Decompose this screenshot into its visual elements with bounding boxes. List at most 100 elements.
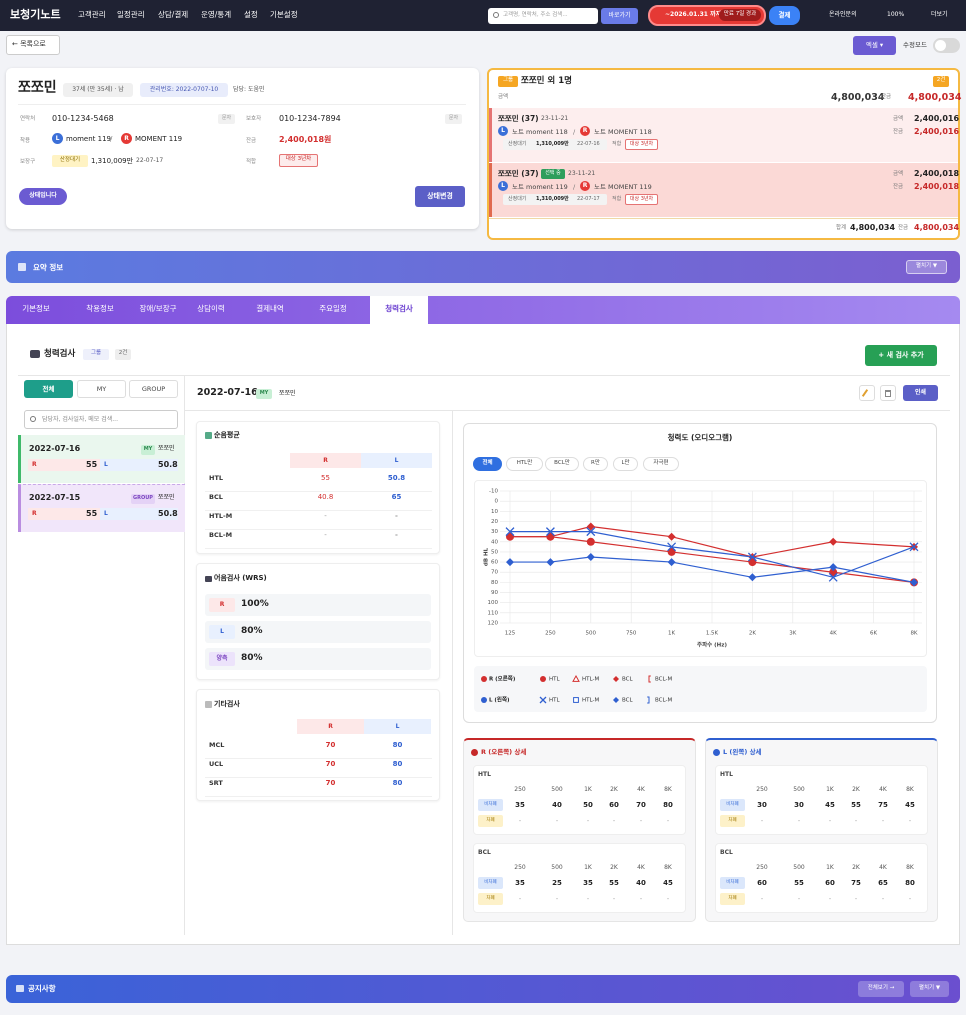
member-subsidy-amount: 1,310,009만 (536, 141, 569, 147)
nav-item[interactable]: 운영/통계 (201, 10, 232, 19)
notice-toggle-label: 펼치기 ▼ (918, 985, 941, 991)
edit-button[interactable] (859, 385, 875, 401)
detail-block (473, 843, 686, 913)
member-date: 23-11-21 (541, 115, 569, 122)
audiogram-filter[interactable] (583, 457, 608, 471)
go-button[interactable] (601, 8, 638, 24)
back-button[interactable] (6, 35, 60, 55)
cell-r: 70 (325, 741, 336, 749)
detail-cell: - (854, 817, 858, 825)
filter-label: MY (96, 385, 107, 393)
field-label: 착용 (20, 138, 31, 144)
summary-bar[interactable] (6, 251, 960, 283)
field-label: 금액 (498, 94, 509, 100)
notice-toggle[interactable] (910, 981, 949, 997)
record-name: 쪼쪼민 (158, 494, 175, 501)
record-l (100, 508, 178, 520)
detail-col: 250 (514, 786, 526, 793)
detail-cell: - (666, 895, 670, 903)
detail-row-pill (720, 799, 745, 811)
tab[interactable]: 주요일정 (319, 304, 347, 313)
search-icon (493, 12, 499, 18)
excel-button-label: 엑셀 ▾ (865, 41, 884, 49)
nav-item[interactable]: 기본설정 (270, 10, 298, 19)
filter-button[interactable] (24, 380, 73, 398)
audiogram-filter[interactable] (545, 457, 579, 471)
header-link[interactable]: 더보기 (931, 11, 948, 18)
filter-button[interactable] (77, 380, 126, 398)
search-box[interactable] (488, 8, 598, 24)
col-head-label: R (323, 457, 328, 464)
audiogram-filter[interactable] (506, 457, 543, 471)
detail-col: 4K (637, 786, 645, 793)
member-subsidy-status: 산정대기 (508, 196, 527, 202)
detail-block-name: BCL (720, 849, 733, 856)
record-scope (141, 445, 155, 455)
header-link[interactable]: 100% (887, 11, 905, 18)
field-label: 보장구 (20, 159, 36, 165)
pay-button[interactable] (769, 6, 800, 25)
detail-cell: - (586, 895, 590, 903)
print-button[interactable] (903, 385, 938, 401)
header-link[interactable]: 온라인문의 (829, 11, 857, 18)
record-search[interactable] (24, 410, 178, 429)
change-button[interactable] (415, 186, 465, 207)
tab[interactable]: 상담이력 (197, 304, 225, 313)
card-title: 기타검사 (214, 700, 240, 708)
divider (489, 218, 958, 219)
tab[interactable]: 기본정보 (22, 304, 50, 313)
audiogram-filter[interactable] (643, 457, 679, 471)
group-member[interactable] (489, 108, 958, 162)
detail-block-name: BCL (478, 849, 491, 856)
side-badge (498, 126, 508, 136)
group-title: 쪼쪼민 외 1명 (521, 76, 572, 86)
tab[interactable]: 결제내역 (256, 304, 284, 313)
audiogram-filter[interactable] (473, 457, 502, 471)
card-icon (205, 576, 212, 582)
scope-label: 그룹 (90, 350, 102, 356)
wrs-pill (209, 598, 235, 612)
divider (18, 104, 466, 105)
wrs-label: 양측 (216, 655, 228, 662)
nav-item[interactable]: 고객관리 (78, 10, 106, 19)
detail-cell: - (881, 817, 885, 825)
nav-item[interactable]: 설정 (244, 10, 258, 19)
row-label: BCL (209, 493, 223, 501)
delete-icon (885, 390, 891, 397)
group-balance: 4,800,034 (908, 92, 962, 103)
tab[interactable]: 착용정보 (86, 304, 114, 313)
side-badge (52, 133, 63, 144)
record-scope (131, 494, 155, 504)
logo[interactable]: 보청기노트 (10, 8, 61, 21)
detail-cell: 65 (878, 879, 888, 887)
group-member[interactable] (489, 163, 958, 217)
row-label: MCL (209, 741, 225, 749)
detail-cell: 80 (905, 879, 915, 887)
nav-item[interactable]: 일정관리 (117, 10, 145, 19)
summary-toggle[interactable] (906, 260, 947, 274)
sms-button[interactable] (218, 114, 235, 124)
detail-cell: - (555, 817, 559, 825)
delete-button[interactable] (880, 385, 896, 401)
tab[interactable]: 장애/보장구 (139, 304, 177, 313)
filter-button[interactable] (129, 380, 178, 398)
detail-cell: - (881, 895, 885, 903)
notice-all-button[interactable] (858, 981, 904, 997)
audiogram-filter[interactable] (613, 457, 638, 471)
detail-row-pill (478, 815, 503, 827)
detail-cell: - (828, 817, 832, 825)
add-test-button[interactable] (865, 345, 937, 366)
record-r-label: R (32, 461, 37, 468)
mgmt-no: 관리번호: 2022-0707-10 (149, 86, 219, 93)
separator: / (573, 128, 576, 136)
nav-item[interactable]: 상담/결제 (158, 10, 189, 19)
sms-button[interactable] (445, 114, 462, 124)
tab-active[interactable]: 청력검사 (385, 304, 413, 313)
col-head-r (297, 719, 364, 734)
detail-cell: 55 (851, 801, 861, 809)
filter-label: 전체 (42, 385, 55, 393)
detail-col: 1K (826, 786, 834, 793)
wrs-label: L (220, 628, 224, 635)
status-button[interactable] (19, 188, 67, 205)
excel-button[interactable] (853, 36, 896, 55)
